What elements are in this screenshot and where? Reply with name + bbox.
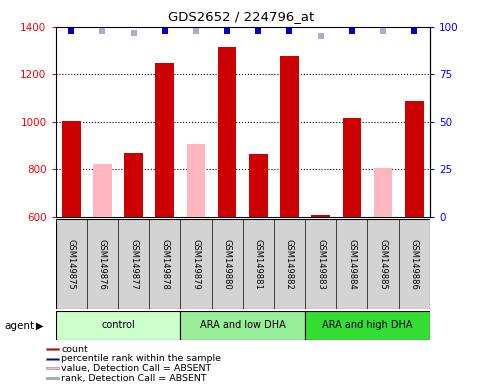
Text: count: count xyxy=(61,344,88,354)
Bar xyxy=(45,377,59,379)
Text: agent: agent xyxy=(5,321,35,331)
Bar xyxy=(180,311,305,340)
Text: rank, Detection Call = ABSENT: rank, Detection Call = ABSENT xyxy=(61,374,207,382)
Text: GSM149876: GSM149876 xyxy=(98,238,107,290)
Bar xyxy=(342,118,361,217)
Bar xyxy=(156,63,174,217)
Bar xyxy=(62,121,81,217)
Text: GSM149879: GSM149879 xyxy=(191,238,200,290)
Text: ARA and high DHA: ARA and high DHA xyxy=(322,320,413,331)
Text: ARA and low DHA: ARA and low DHA xyxy=(200,320,285,331)
Bar xyxy=(124,153,143,217)
Text: GSM149883: GSM149883 xyxy=(316,238,325,290)
Bar xyxy=(405,101,424,217)
Text: GSM149885: GSM149885 xyxy=(379,238,387,290)
Text: GSM149881: GSM149881 xyxy=(254,238,263,290)
Bar xyxy=(186,144,205,217)
Text: GSM149882: GSM149882 xyxy=(285,238,294,290)
Text: ▶: ▶ xyxy=(36,321,44,331)
Bar xyxy=(45,358,59,360)
Bar xyxy=(93,164,112,217)
Text: percentile rank within the sample: percentile rank within the sample xyxy=(61,354,221,363)
Text: control: control xyxy=(101,320,135,331)
Text: GSM149886: GSM149886 xyxy=(410,238,419,290)
Bar xyxy=(280,56,299,217)
Bar xyxy=(374,167,392,217)
Text: GSM149878: GSM149878 xyxy=(160,238,169,290)
Text: value, Detection Call = ABSENT: value, Detection Call = ABSENT xyxy=(61,364,212,373)
Text: GSM149884: GSM149884 xyxy=(347,238,356,290)
Bar xyxy=(218,47,237,217)
Bar xyxy=(45,348,59,350)
Bar xyxy=(305,311,430,340)
Bar xyxy=(249,154,268,217)
Text: GSM149875: GSM149875 xyxy=(67,238,76,290)
Text: GDS2652 / 224796_at: GDS2652 / 224796_at xyxy=(169,10,314,23)
Text: GSM149880: GSM149880 xyxy=(223,238,232,290)
Text: GSM149877: GSM149877 xyxy=(129,238,138,290)
Bar xyxy=(56,311,180,340)
Bar xyxy=(312,215,330,217)
Bar xyxy=(45,367,59,369)
